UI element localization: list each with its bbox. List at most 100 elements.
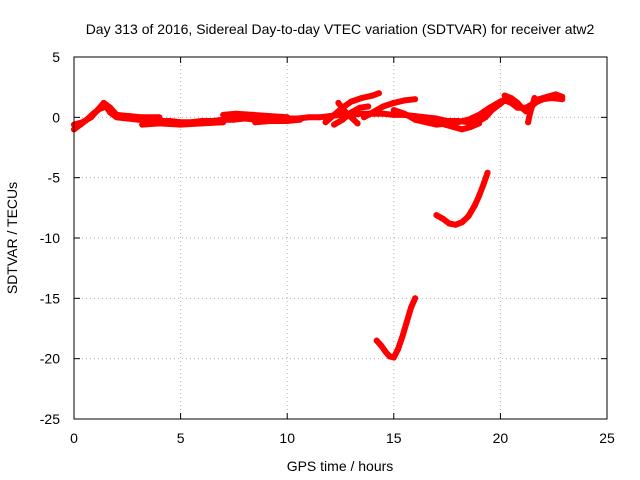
data-point xyxy=(335,99,342,106)
data-point xyxy=(465,213,472,220)
data-point xyxy=(390,354,397,361)
axis-ticks: 0 5 10 15 20 25 -25 -20 -15 -10 -5 0 5 xyxy=(40,49,615,446)
data-point xyxy=(365,103,372,110)
chart-title: Day 313 of 2016, Sidereal Day-to-day VTE… xyxy=(86,21,595,37)
data-point xyxy=(525,119,532,126)
data-point xyxy=(267,113,274,120)
data-point xyxy=(378,342,384,349)
data-point xyxy=(250,111,257,118)
data-point xyxy=(341,108,348,115)
data-point xyxy=(476,111,483,118)
series-trace xyxy=(433,169,491,228)
data-point xyxy=(348,114,355,121)
data-point xyxy=(433,116,440,123)
data-point xyxy=(450,124,457,130)
data-point xyxy=(267,118,274,124)
grid-lines xyxy=(74,57,607,419)
data-point xyxy=(177,121,184,128)
data-point xyxy=(94,107,101,114)
data-point xyxy=(459,219,465,226)
data-point xyxy=(369,109,376,116)
data-point xyxy=(559,93,566,100)
data-point xyxy=(454,119,461,126)
data-point xyxy=(439,215,446,222)
data-point xyxy=(380,103,387,110)
data-point xyxy=(531,95,538,101)
data-point xyxy=(233,110,239,117)
y-tick-label: 0 xyxy=(52,109,60,125)
data-point xyxy=(356,104,363,111)
data-point xyxy=(198,120,205,127)
data-point xyxy=(100,99,107,106)
data-point xyxy=(412,116,419,123)
data-point xyxy=(467,124,474,130)
data-point xyxy=(399,333,406,340)
y-tick-label: -5 xyxy=(48,170,61,186)
y-tick-label: -20 xyxy=(40,351,60,367)
data-point xyxy=(508,95,515,101)
data-point xyxy=(230,116,237,123)
data-point xyxy=(401,97,408,104)
data-point xyxy=(480,181,487,188)
x-axis-label: GPS time / hours xyxy=(287,458,394,474)
data-point xyxy=(382,348,389,355)
data-point xyxy=(452,221,459,228)
x-tick-label: 15 xyxy=(386,430,402,446)
data-point xyxy=(390,99,397,106)
data-point xyxy=(156,120,163,127)
data-point xyxy=(390,107,397,114)
data-point xyxy=(139,121,146,128)
series-trace xyxy=(71,99,163,128)
data-point xyxy=(107,104,114,111)
data-point xyxy=(375,90,382,97)
data-point xyxy=(297,116,303,123)
data-point xyxy=(552,91,559,98)
series-trace xyxy=(373,295,419,361)
data-point xyxy=(354,120,361,127)
data-point xyxy=(514,99,521,106)
x-tick-label: 20 xyxy=(493,430,509,446)
data-point xyxy=(484,169,491,176)
data-point xyxy=(401,110,408,117)
data-point xyxy=(322,119,329,126)
data-point xyxy=(316,114,323,121)
data-point xyxy=(412,96,419,103)
data-point xyxy=(446,220,453,227)
x-tick-label: 5 xyxy=(177,430,185,446)
data-point xyxy=(331,111,338,118)
data-point xyxy=(501,92,508,99)
data-point xyxy=(252,119,259,126)
data-point xyxy=(380,110,387,117)
data-point xyxy=(476,120,483,127)
data-point xyxy=(139,114,146,121)
data-series xyxy=(71,90,566,361)
x-tick-label: 10 xyxy=(279,430,295,446)
data-point xyxy=(113,111,120,118)
data-point xyxy=(544,93,551,100)
data-point xyxy=(482,114,489,121)
data-point xyxy=(407,305,414,311)
y-tick-label: -25 xyxy=(40,411,60,427)
data-point xyxy=(358,95,365,101)
data-point xyxy=(339,116,346,123)
data-point xyxy=(361,114,367,121)
data-point xyxy=(395,346,402,352)
data-point xyxy=(486,104,493,111)
data-point xyxy=(422,119,429,126)
data-point xyxy=(471,202,478,209)
data-point xyxy=(476,192,483,199)
series-trace xyxy=(335,99,361,127)
data-point xyxy=(529,102,536,109)
data-point xyxy=(373,337,380,344)
y-tick-label: -15 xyxy=(40,290,60,306)
data-point xyxy=(88,114,95,121)
data-point xyxy=(497,98,504,105)
y-tick-label: -10 xyxy=(40,230,60,246)
data-point xyxy=(403,319,410,326)
data-point xyxy=(156,114,163,121)
data-point xyxy=(284,118,291,124)
data-point xyxy=(126,113,133,120)
series-trace xyxy=(252,116,303,126)
